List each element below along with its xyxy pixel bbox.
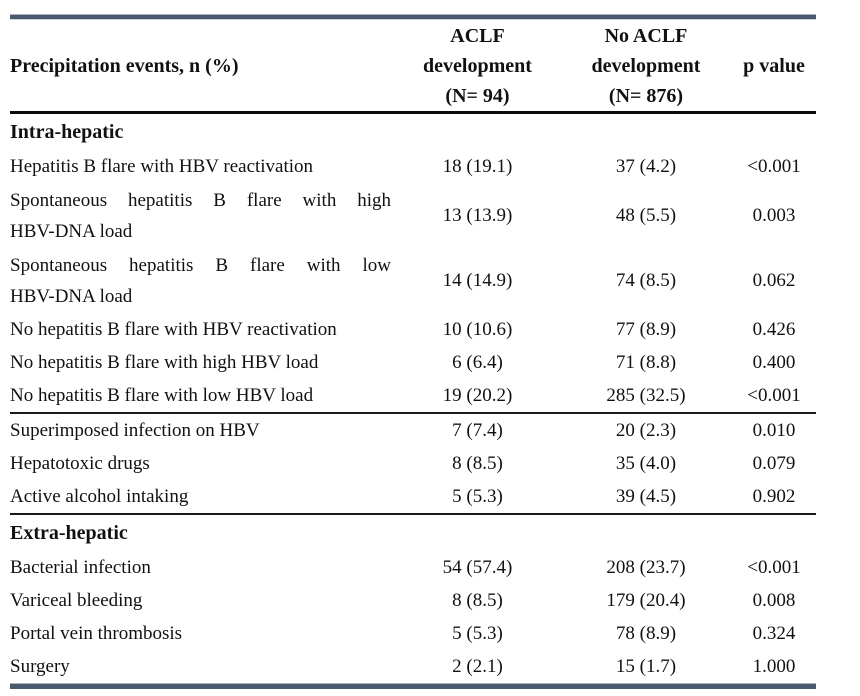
table-row: No hepatitis B flare with low HBV load 19… (10, 379, 816, 412)
no-aclf-count-cell: 208 (23.7) (606, 557, 686, 578)
row-label: No hepatitis B flare with HBV reactivati… (10, 319, 337, 340)
aclf-count-cell: 8 (8.5) (452, 590, 503, 611)
no-aclf-count-cell: 71 (8.8) (615, 352, 677, 373)
p-value-cell: 0.010 (752, 420, 796, 441)
p-value-cell: 0.400 (752, 352, 796, 373)
row-label: No hepatitis B flare with high HBV load (10, 352, 319, 373)
table-row: Portal vein thrombosis 5 (5.3) 78 (8.9) 0.3… (10, 617, 816, 650)
section-label: Intra-hepatic (10, 120, 124, 143)
column-header-no-aclf-development: No ACLF development (N= 876) (560, 21, 732, 111)
aclf-count-cell: 54 (57.4) (442, 557, 513, 578)
table-body: Intra-hepatic Hepatitis B flare with HBV … (10, 114, 816, 683)
p-value-cell: <0.001 (747, 156, 801, 177)
no-aclf-count-cell: 77 (8.9) (615, 319, 677, 340)
row-label: Variceal bleeding (10, 590, 143, 611)
no-aclf-count-cell: 15 (1.7) (615, 656, 677, 677)
table-row: No hepatitis B flare with HBV reactivati… (10, 313, 816, 346)
aclf-count-cell: 7 (7.4) (452, 420, 503, 441)
table-row: Superimposed infection on HBV 7 (7.4) 20 (… (10, 414, 816, 447)
column-header-p-value: p value (743, 54, 805, 77)
row-label: Surgery (10, 656, 70, 677)
table-header-row: Precipitation events, n (%) ACLF develop… (10, 20, 816, 111)
table-row: Active alcohol intaking 5 (5.3) 39 (4.5) 0.… (10, 480, 816, 513)
no-aclf-count-cell: 39 (4.5) (615, 486, 677, 507)
p-value-cell: 0.062 (752, 270, 796, 291)
row-label: Superimposed infection on HBV (10, 420, 260, 441)
section-label: Extra-hepatic (10, 521, 128, 544)
table-row: Variceal bleeding 8 (8.5) 179 (20.4) 0.008 (10, 584, 816, 617)
row-label-line: HBV-DNA load (10, 220, 133, 242)
header-line: development (591, 54, 701, 77)
table-row: Hepatotoxic drugs 8 (8.5) 35 (4.0) 0.079 (10, 447, 816, 480)
table-row: Hepatitis B flare with HBV reactivation 1… (10, 150, 816, 183)
p-value-cell: 0.426 (752, 319, 796, 340)
no-aclf-count-cell: 74 (8.5) (615, 270, 677, 291)
table-row: Surgery 2 (2.1) 15 (1.7) 1.000 (10, 650, 816, 683)
row-label-line: Spontaneous hepatitis B flare with low (10, 254, 391, 276)
aclf-count-cell: 5 (5.3) (452, 623, 503, 644)
table-row: No hepatitis B flare with high HBV load 6… (10, 346, 816, 379)
header-line: (N= 94) (445, 84, 510, 107)
row-label: Active alcohol intaking (10, 486, 189, 507)
p-value-cell: <0.001 (747, 557, 801, 578)
row-label: Hepatitis B flare with HBV reactivation (10, 156, 314, 177)
section-divider-rule (10, 412, 816, 414)
row-label-line: Spontaneous hepatitis B flare with high (10, 189, 391, 211)
header-line: (N= 876) (608, 84, 684, 107)
p-value-cell: <0.001 (747, 385, 801, 406)
no-aclf-count-cell: 37 (4.2) (615, 156, 677, 177)
header-line: ACLF development (423, 24, 532, 77)
p-value-cell: 0.324 (752, 623, 796, 644)
section-divider-rule (10, 513, 816, 515)
row-label: Bacterial infection (10, 557, 151, 578)
row-label: Spontaneous hepatitis B flare with low HB… (10, 250, 395, 312)
header-divider-rule (10, 111, 816, 114)
p-value-cell: 0.008 (752, 590, 796, 611)
no-aclf-count-cell: 285 (32.5) (606, 385, 686, 406)
aclf-count-cell: 14 (14.9) (442, 270, 513, 291)
table-row: Bacterial infection 54 (57.4) 208 (23.7) <0… (10, 551, 816, 584)
no-aclf-count-cell: 179 (20.4) (606, 590, 686, 611)
section-row: Extra-hepatic (10, 515, 816, 551)
p-value-cell: 1.000 (752, 656, 796, 677)
p-value-cell: 0.003 (752, 205, 796, 226)
no-aclf-count-cell: 35 (4.0) (615, 453, 677, 474)
no-aclf-count-cell: 48 (5.5) (615, 205, 677, 226)
p-value-cell: 0.902 (752, 486, 796, 507)
aclf-count-cell: 19 (20.2) (442, 385, 513, 406)
aclf-count-cell: 6 (6.4) (452, 352, 503, 373)
column-header-precipitation-events: Precipitation events, n (%) (10, 54, 239, 77)
no-aclf-count-cell: 78 (8.9) (615, 623, 677, 644)
row-label: Hepatotoxic drugs (10, 453, 150, 474)
aclf-count-cell: 18 (19.1) (442, 156, 513, 177)
section-row: Intra-hepatic (10, 114, 816, 150)
column-header-aclf-development: ACLF development (N= 94) (395, 21, 560, 111)
table-top-border (10, 14, 816, 20)
row-label-line: HBV-DNA load (10, 285, 133, 307)
page: Precipitation events, n (%) ACLF develop… (0, 14, 860, 696)
table-row: Spontaneous hepatitis B flare with high H… (10, 183, 816, 248)
aclf-count-cell: 10 (10.6) (442, 319, 513, 340)
precipitation-events-table: Precipitation events, n (%) ACLF develop… (10, 14, 816, 689)
header-line: No ACLF (604, 24, 688, 47)
row-label: No hepatitis B flare with low HBV load (10, 385, 314, 406)
table-row: Spontaneous hepatitis B flare with low HB… (10, 248, 816, 313)
aclf-count-cell: 8 (8.5) (452, 453, 503, 474)
aclf-count-cell: 5 (5.3) (452, 486, 503, 507)
p-value-cell: 0.079 (752, 453, 796, 474)
no-aclf-count-cell: 20 (2.3) (615, 420, 677, 441)
aclf-count-cell: 2 (2.1) (452, 656, 503, 677)
row-label: Portal vein thrombosis (10, 623, 183, 644)
table-bottom-border (10, 683, 816, 689)
row-label: Spontaneous hepatitis B flare with high H… (10, 185, 395, 247)
aclf-count-cell: 13 (13.9) (442, 205, 513, 226)
